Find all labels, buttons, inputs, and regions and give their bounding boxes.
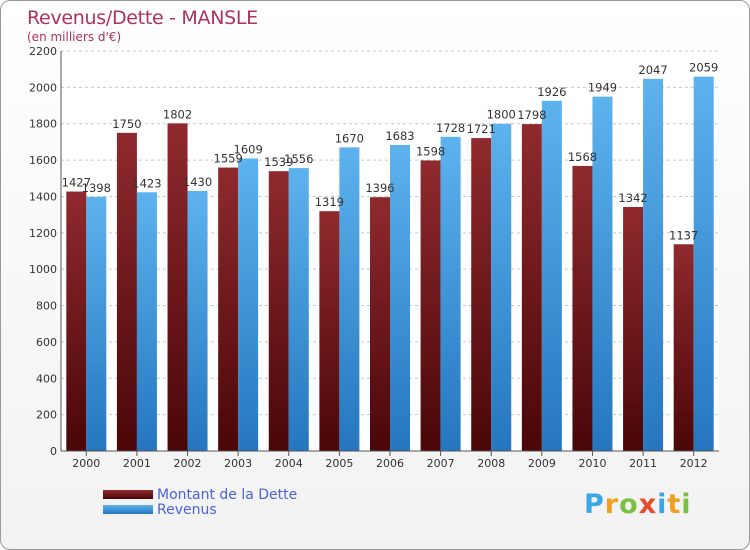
x-tick-label: 2006: [376, 457, 404, 470]
logo-letter: o: [619, 489, 639, 520]
x-tick-label: 2011: [629, 457, 657, 470]
x-tick-label: 2010: [578, 457, 606, 470]
bar-debt: [116, 132, 137, 451]
bar-revenue: [187, 191, 208, 451]
data-label-revenue: 1670: [335, 131, 364, 145]
data-label-revenue: 1728: [436, 121, 465, 135]
data-label-debt: 1427: [62, 176, 91, 190]
data-label-debt: 1750: [112, 117, 141, 131]
data-label-revenue: 1949: [588, 81, 617, 95]
chart-title: Revenus/Dette - MANSLE: [27, 7, 258, 29]
y-tick-label: 1400: [29, 190, 57, 203]
data-label-debt: 1137: [669, 228, 698, 242]
legend-swatch-revenue: [103, 505, 153, 514]
bar-debt: [319, 211, 340, 451]
data-label-debt: 1319: [315, 195, 344, 209]
bar-debt: [268, 171, 289, 451]
data-label-revenue: 1430: [183, 175, 212, 189]
bar-debt: [572, 165, 593, 451]
bar-debt: [66, 191, 87, 451]
x-tick-label: 2003: [224, 457, 252, 470]
legend-item-revenue: Revenus: [103, 501, 297, 518]
data-label-debt: 1539: [264, 155, 293, 169]
legend-label-debt: Montant de la Dette: [157, 486, 298, 503]
bar-revenue: [86, 196, 107, 451]
bar-revenue: [643, 78, 664, 452]
bar-revenue: [491, 123, 512, 452]
data-label-debt: 1568: [568, 150, 597, 164]
x-tick-label: 2009: [528, 457, 556, 470]
bar-revenue: [693, 76, 714, 452]
proxiti-logo: Proxiti: [584, 489, 692, 520]
bar-debt: [420, 160, 441, 452]
y-tick-label: 1200: [29, 227, 57, 240]
x-tick-label: 2007: [427, 457, 455, 470]
legend-item-debt: Montant de la Dette: [103, 486, 298, 503]
bar-revenue: [136, 192, 157, 452]
data-label-revenue: 2047: [638, 63, 667, 77]
data-label-debt: 1396: [365, 181, 394, 195]
bar-debt: [521, 124, 542, 451]
bar-debt: [471, 138, 492, 451]
bar-debt: [167, 123, 188, 451]
data-label-revenue: 1398: [82, 181, 111, 195]
x-tick-label: 2001: [123, 457, 151, 470]
chart-legend: Montant de la Dette Revenus: [103, 486, 298, 518]
y-tick-label: 600: [36, 336, 57, 349]
bar-revenue: [440, 136, 461, 451]
data-label-debt: 1798: [517, 108, 546, 122]
data-label-debt: 1721: [467, 122, 496, 136]
bar-revenue: [541, 100, 562, 452]
y-tick-label: 1800: [29, 118, 57, 131]
y-tick-label: 400: [36, 372, 57, 385]
logo-letter: i: [657, 489, 668, 520]
data-label-debt: 1559: [214, 152, 243, 166]
y-tick-label: 2000: [29, 81, 57, 94]
x-tick-label: 2004: [275, 457, 303, 470]
logo-letter: i: [681, 489, 692, 520]
data-label-revenue: 2059: [689, 61, 718, 75]
x-tick-label: 2012: [680, 457, 708, 470]
logo-letter: P: [584, 489, 605, 520]
data-label-revenue: 1926: [537, 85, 566, 99]
data-label-debt: 1802: [163, 107, 192, 121]
bar-debt: [673, 244, 694, 451]
data-label-revenue: 1683: [385, 129, 414, 143]
bar-revenue: [288, 168, 309, 451]
bar-revenue: [592, 96, 613, 452]
y-tick-label: 200: [36, 409, 57, 422]
x-tick-label: 2000: [72, 457, 100, 470]
legend-label-revenue: Revenus: [157, 501, 217, 518]
bar-debt: [623, 207, 644, 451]
bar-revenue: [238, 158, 259, 452]
logo-letter: t: [667, 489, 682, 520]
y-tick-label: 800: [36, 300, 57, 313]
bar-revenue: [339, 147, 360, 451]
logo-letter: x: [638, 489, 658, 520]
y-tick-label: 2200: [29, 45, 57, 58]
x-tick-label: 2008: [477, 457, 505, 470]
chart-subtitle: (en milliers d'€): [27, 30, 122, 44]
y-tick-label: 1000: [29, 263, 57, 276]
data-label-revenue: 1609: [234, 142, 263, 156]
data-label-debt: 1342: [618, 191, 647, 205]
data-label-debt: 1598: [416, 144, 445, 158]
y-tick-label: 1600: [29, 154, 57, 167]
bar-revenue: [390, 145, 410, 451]
bar-debt: [218, 167, 239, 451]
legend-swatch-debt: [103, 490, 153, 499]
data-label-revenue: 1423: [132, 176, 161, 190]
bar-debt: [370, 197, 390, 451]
logo-letter: r: [604, 489, 620, 520]
data-label-revenue: 1800: [487, 108, 516, 122]
data-label-revenue: 1556: [284, 152, 313, 166]
y-tick-label: 0: [50, 445, 57, 458]
x-tick-label: 2002: [174, 457, 202, 470]
x-tick-label: 2005: [325, 457, 353, 470]
